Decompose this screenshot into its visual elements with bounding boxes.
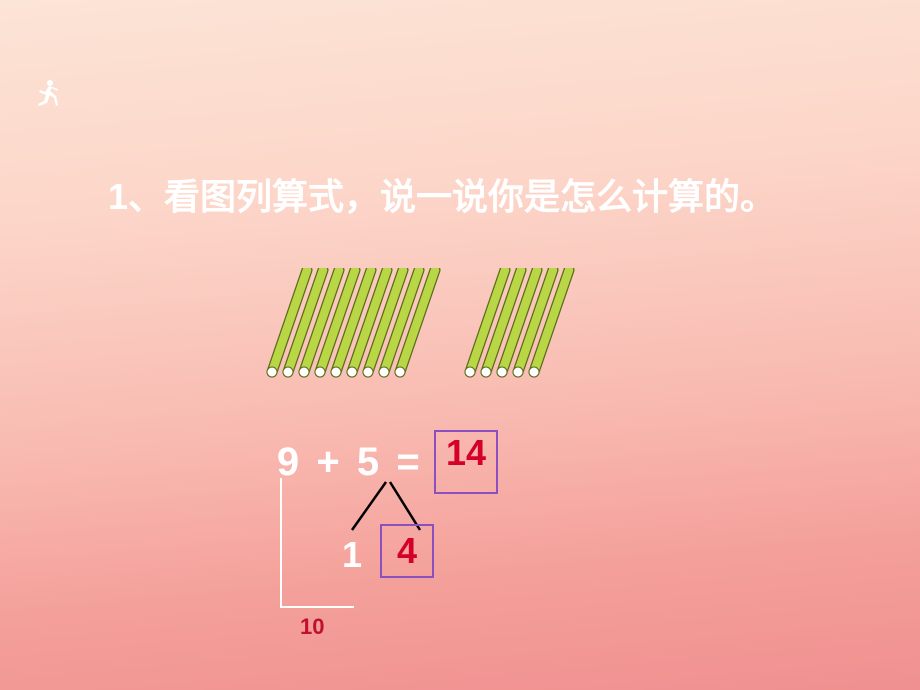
split-right-box: 4 [380,524,434,578]
make-ten-bracket [280,478,354,608]
ten-label: 10 [300,614,324,640]
split-lines [0,0,920,690]
split-right-value: 4 [397,530,417,572]
